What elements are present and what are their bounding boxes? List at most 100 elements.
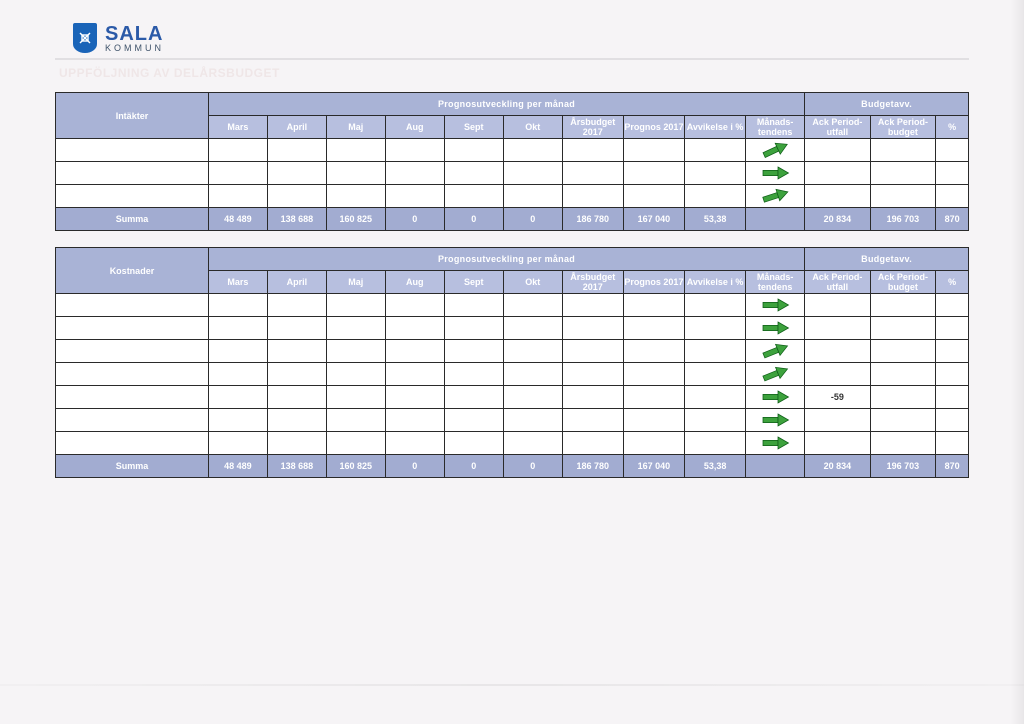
cell: [444, 139, 503, 162]
row-label: [56, 409, 209, 432]
cell: [623, 139, 684, 162]
sum-cell: 196 703: [870, 208, 936, 231]
table-row: [56, 432, 969, 455]
cell: [936, 409, 969, 432]
cell: [208, 294, 267, 317]
cell: [444, 185, 503, 208]
cell: [685, 162, 746, 185]
cell: [267, 139, 326, 162]
cell: [326, 317, 385, 340]
table-row: [56, 409, 969, 432]
header-rule: [55, 58, 969, 60]
cell: [444, 294, 503, 317]
cell: [267, 363, 326, 386]
cell: [385, 432, 444, 455]
cell: [805, 340, 871, 363]
table-row: [56, 363, 969, 386]
cell: [623, 409, 684, 432]
cell: [870, 139, 936, 162]
sum-cell: 0: [444, 455, 503, 478]
cell: [936, 386, 969, 409]
cell: [385, 162, 444, 185]
cell: [623, 432, 684, 455]
budget-table: KostnaderPrognosutveckling per månadBudg…: [55, 247, 969, 478]
cell: [623, 294, 684, 317]
cell: [805, 432, 871, 455]
scan-fold: [0, 684, 1024, 686]
group-right: Budgetavv.: [805, 93, 969, 116]
scan-edge: [1010, 0, 1024, 724]
cell: [562, 139, 623, 162]
col-extra: %: [936, 271, 969, 294]
sum-cell: 20 834: [805, 455, 871, 478]
cell: [685, 363, 746, 386]
cell: [685, 317, 746, 340]
cell: [444, 409, 503, 432]
cell: [870, 317, 936, 340]
trend-arrow-icon: [760, 412, 790, 428]
cell: [385, 294, 444, 317]
cell: [685, 185, 746, 208]
row-label: [56, 185, 209, 208]
table-row: [56, 340, 969, 363]
sum-row: Summa48 489138 688160 825000186 780167 0…: [56, 208, 969, 231]
cell: [685, 340, 746, 363]
col-month: Aug: [385, 271, 444, 294]
sum-row: Summa48 489138 688160 825000186 780167 0…: [56, 455, 969, 478]
cell: [503, 162, 562, 185]
sum-cell: 167 040: [623, 208, 684, 231]
col-month: Aug: [385, 116, 444, 139]
col-extra: Ack Period-budget: [870, 271, 936, 294]
cell: [870, 185, 936, 208]
trend-cell: [746, 317, 805, 340]
col-extra: Månads-tendens: [746, 116, 805, 139]
cell: [503, 363, 562, 386]
trend-arrow-icon: [760, 188, 790, 204]
cell: [562, 317, 623, 340]
cell: [208, 386, 267, 409]
cell: [870, 386, 936, 409]
col-extra: Månads-tendens: [746, 271, 805, 294]
cell: [208, 340, 267, 363]
col-extra: Avvikelse i %: [685, 116, 746, 139]
logo-name: SALA: [105, 24, 164, 44]
budget-table: IntäkterPrognosutveckling per månadBudge…: [55, 92, 969, 231]
cell: [870, 340, 936, 363]
sum-arrow: [746, 208, 805, 231]
trend-arrow-icon: [760, 142, 790, 158]
sum-cell: 53,38: [685, 208, 746, 231]
cell: [503, 294, 562, 317]
trend-arrow-icon: [760, 320, 790, 336]
cell: [326, 162, 385, 185]
table-row: -59: [56, 386, 969, 409]
cell: [326, 139, 385, 162]
col-extra: Årsbudget 2017: [562, 271, 623, 294]
cell: [805, 139, 871, 162]
cell: [503, 432, 562, 455]
cell: [685, 386, 746, 409]
cell: [385, 386, 444, 409]
cell: [805, 294, 871, 317]
cell: [936, 340, 969, 363]
cell: [685, 294, 746, 317]
row-label: [56, 386, 209, 409]
trend-arrow-icon: [760, 297, 790, 313]
logo-sub: KOMMUN: [105, 44, 164, 53]
cell: [385, 185, 444, 208]
cell: -59: [805, 386, 871, 409]
trend-cell: [746, 363, 805, 386]
cell: [503, 386, 562, 409]
page: SALA KOMMUN UPPFÖLJNING AV DELÅRSBUDGET …: [0, 0, 1024, 724]
sum-cell: 186 780: [562, 455, 623, 478]
cell: [444, 432, 503, 455]
trend-cell: [746, 162, 805, 185]
sum-arrow: [746, 455, 805, 478]
sum-cell: 48 489: [208, 455, 267, 478]
sum-cell: 0: [385, 455, 444, 478]
group-main: Prognosutveckling per månad: [208, 248, 804, 271]
cell: [385, 409, 444, 432]
col-extra: Ack Period-budget: [870, 116, 936, 139]
cell: [267, 340, 326, 363]
cell: [936, 185, 969, 208]
cell: [444, 363, 503, 386]
